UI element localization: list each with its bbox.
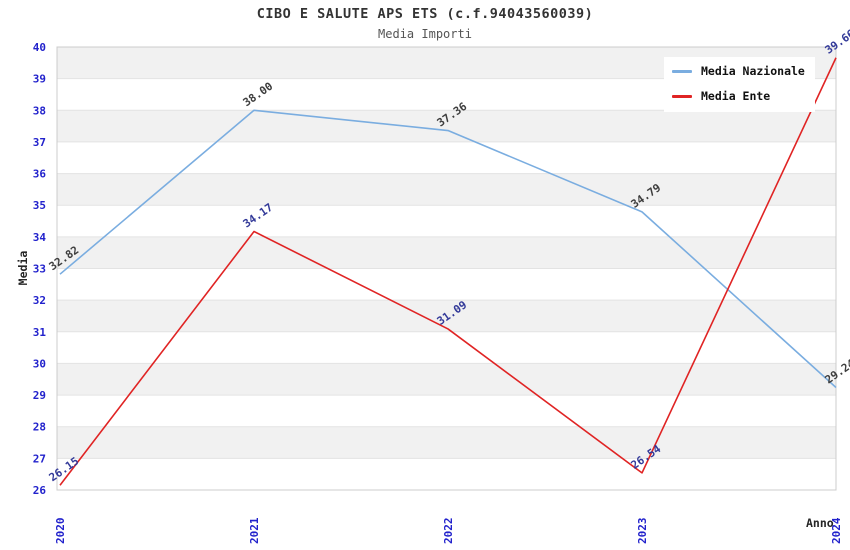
grid-band <box>57 236 836 269</box>
x-tick-label: 2023 <box>636 518 649 545</box>
series-line-media-ente <box>59 57 837 486</box>
y-tick-label: 34 <box>33 231 47 244</box>
chart-title: CIBO E SALUTE APS ETS (c.f.94043560039) <box>256 6 594 22</box>
legend-item-media-ente: Media Ente <box>672 89 805 103</box>
series-line-media-nazionale <box>59 109 837 389</box>
y-tick-label: 27 <box>33 452 46 465</box>
grid-band <box>57 363 836 396</box>
legend-item-media-nazionale: Media Nazionale <box>672 64 805 78</box>
y-tick-label: 31 <box>33 326 47 339</box>
legend-swatch-media-nazionale-icon <box>672 69 692 73</box>
y-tick-label: 29 <box>33 389 46 402</box>
legend-label-media-nazionale: Media Nazionale <box>701 64 805 78</box>
y-axis-title: Media <box>16 251 30 286</box>
x-axis-title: Anno <box>806 516 834 530</box>
x-tick-label: 2024 <box>830 517 843 544</box>
legend-swatch-media-ente-icon <box>672 94 692 98</box>
y-tick-label: 37 <box>33 136 46 149</box>
y-tick-label: 39 <box>33 73 46 86</box>
x-tick-label: 2021 <box>248 517 261 544</box>
y-tick-label: 33 <box>33 263 46 276</box>
grid-band <box>57 173 836 206</box>
y-tick-label: 35 <box>33 199 46 212</box>
chart-legend: Media Nazionale Media Ente <box>664 57 815 112</box>
chart-subtitle: Media Importi <box>378 27 472 41</box>
plot-border <box>56 46 837 491</box>
y-tick-label: 36 <box>33 168 47 181</box>
legend-label-media-ente: Media Ente <box>701 89 771 103</box>
x-tick-label: 2022 <box>442 518 455 545</box>
y-tick-label: 28 <box>33 421 46 434</box>
y-tick-label: 40 <box>33 41 46 54</box>
y-tick-label: 38 <box>33 104 46 117</box>
grid-band <box>57 426 836 459</box>
y-tick-label: 26 <box>33 484 47 497</box>
grid-band <box>57 110 836 142</box>
data-label-media-ente: 39.66 <box>823 27 850 57</box>
y-tick-label: 32 <box>33 294 46 307</box>
x-tick-label: 2020 <box>54 518 67 545</box>
y-tick-label: 30 <box>33 357 46 370</box>
grid-band <box>57 300 836 332</box>
